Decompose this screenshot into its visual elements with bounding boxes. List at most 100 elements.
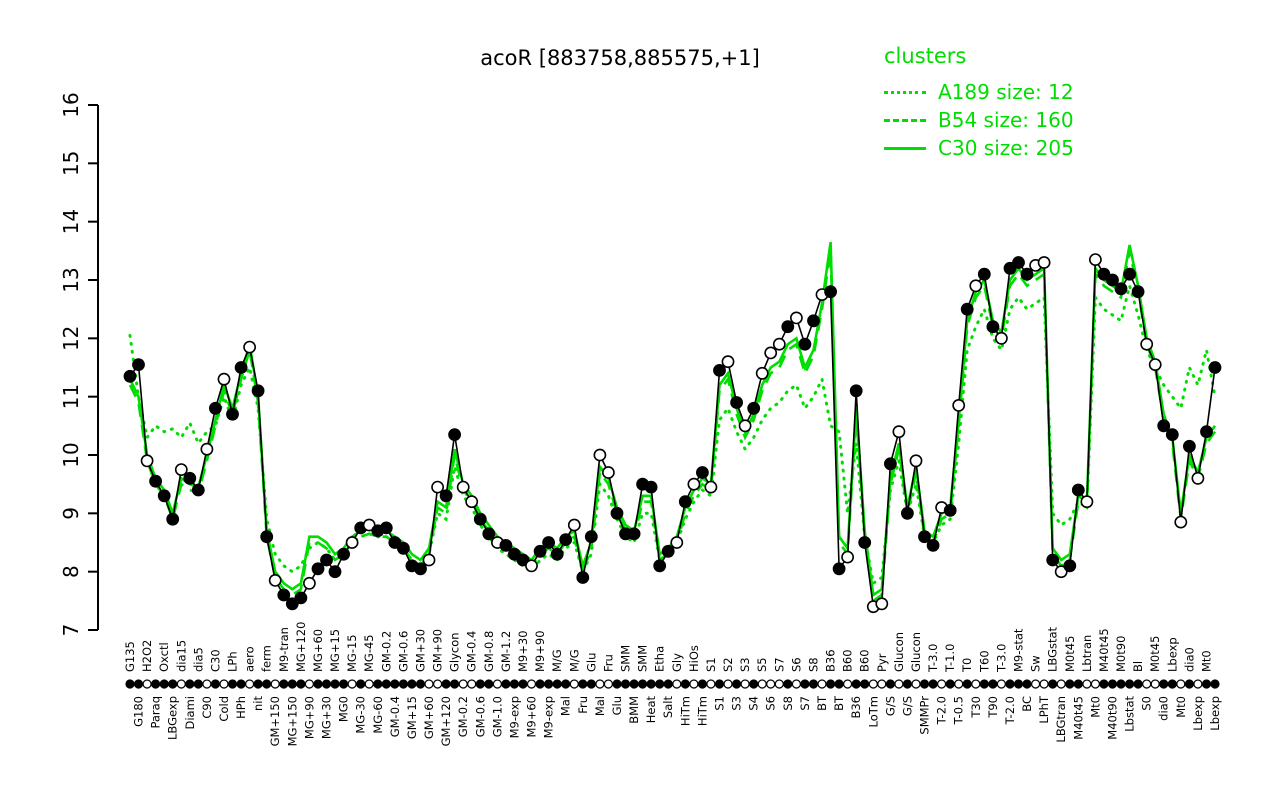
data-point-filled [149, 474, 162, 488]
condition-marker [902, 679, 913, 689]
data-point-open [772, 337, 786, 351]
condition-marker [680, 679, 690, 689]
x-tick-label: S1 [704, 657, 718, 672]
condition-marker [1107, 679, 1118, 689]
x-tick-label: Diami [183, 696, 197, 730]
x-tick-label: Mt0 [1088, 696, 1102, 718]
data-point-filled [926, 539, 940, 552]
x-tick-label: dia15 [174, 640, 188, 672]
data-point-filled [644, 480, 658, 494]
data-point-filled [696, 466, 709, 479]
data-point-open [1037, 256, 1051, 269]
data-point-filled [132, 358, 145, 371]
condition-marker [193, 679, 203, 689]
data-point-filled [1123, 267, 1136, 281]
x-tick-label: MG+90 [302, 696, 316, 739]
x-tick-label: GM-0.6 [396, 631, 410, 672]
x-tick-label: dia0 [1157, 696, 1171, 721]
data-point-filled [832, 562, 846, 576]
data-point-filled [499, 539, 513, 552]
condition-marker [825, 679, 836, 689]
cluster-line-A189 [128, 280, 1217, 586]
condition-marker [689, 679, 699, 689]
x-tick-label: S8 [807, 657, 821, 672]
data-point-filled [584, 530, 598, 544]
x-tick-label: T-3.0 [994, 644, 1008, 673]
condition-marker [1073, 679, 1083, 689]
x-tick-label: Lbstat [1123, 696, 1137, 732]
x-tick-label: MG+30 [320, 696, 334, 739]
data-point-filled [884, 457, 897, 471]
condition-marker [808, 679, 819, 689]
x-tick-label: Paraq [149, 696, 163, 729]
data-point-open [995, 331, 1008, 345]
x-tick-label: M9-exp [507, 696, 521, 738]
data-point-open [687, 477, 701, 491]
condition-marker [509, 679, 520, 689]
data-point-filled [627, 527, 641, 541]
condition-marker [697, 679, 708, 689]
data-point-filled [508, 547, 521, 561]
data-point-filled [943, 503, 957, 517]
x-tick-label: GM-0.6 [473, 696, 487, 737]
data-point-filled [1046, 553, 1060, 567]
x-tick-label: S7 [798, 696, 812, 711]
x-tick-label: B36 [849, 696, 863, 719]
x-tick-label: BC [1020, 696, 1034, 712]
condition-marker [415, 679, 426, 689]
x-tick-label: MG0 [337, 696, 351, 722]
x-tick-label: Heat [644, 696, 658, 724]
x-tick-label: SMMPr [918, 696, 932, 735]
x-tick-label: M0t90 [1114, 636, 1128, 672]
condition-marker [467, 679, 477, 689]
dotted-line-sample [884, 90, 926, 94]
gene-profile-points [123, 253, 1222, 614]
x-tick-label: Glycon [448, 632, 462, 672]
x-tick-label: S6 [764, 696, 778, 711]
data-point-open [755, 366, 769, 380]
condition-marker [1048, 679, 1058, 689]
y-tick-label: 12 [59, 326, 83, 351]
condition-marker [860, 679, 870, 689]
condition-marker [971, 679, 981, 689]
data-point-open [362, 518, 376, 532]
x-tick-label: S3 [730, 696, 744, 711]
condition-marker [125, 679, 135, 689]
x-tick-label: HiOs [687, 645, 701, 672]
x-tick-label: MG-15 [345, 634, 359, 672]
x-tick-label: T0 [960, 658, 974, 673]
data-point-open [525, 559, 538, 573]
data-point-filled [277, 588, 291, 602]
x-tick-label: GM+150 [268, 696, 282, 746]
condition-marker [1022, 679, 1032, 689]
legend-entry-B54: B54 size: 160 [884, 106, 1074, 134]
x-tick-label: Oxctl [157, 642, 171, 672]
x-tick-label: M9-stat [1012, 628, 1026, 672]
x-tick-label: Salt [661, 696, 675, 719]
data-point-filled [1200, 425, 1213, 439]
condition-marker [561, 679, 571, 689]
condition-marker [1099, 679, 1109, 689]
data-point-filled [337, 547, 350, 561]
x-tick-label: nit [251, 696, 265, 711]
data-point-filled [157, 489, 171, 503]
condition-marker [1039, 679, 1049, 689]
condition-marker [928, 679, 938, 689]
condition-marker [253, 679, 263, 689]
condition-marker [518, 679, 528, 689]
x-tick-label: Bl [1131, 661, 1145, 672]
data-point-filled [1114, 282, 1128, 296]
data-point-filled [542, 536, 555, 549]
condition-marker [620, 679, 631, 689]
data-point-filled [730, 396, 743, 409]
condition-marker [817, 679, 827, 689]
data-point-filled [807, 314, 820, 328]
condition-marker [800, 679, 810, 689]
condition-marker [133, 679, 144, 689]
data-point-filled [576, 571, 590, 584]
x-tick-label: GM+60 [422, 696, 436, 739]
condition-marker [766, 679, 776, 689]
x-tick-label: M9+90 [533, 630, 547, 672]
condition-marker [458, 679, 468, 689]
